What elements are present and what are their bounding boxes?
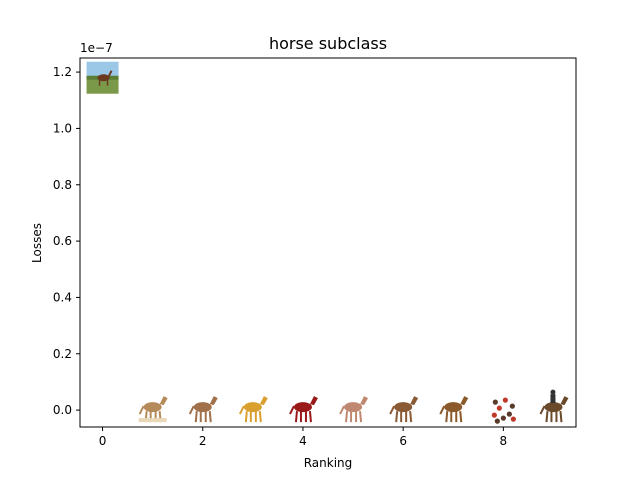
spotted-horse-pattern-icon (491, 397, 516, 424)
x-tick-label: 2 (199, 434, 207, 448)
lying-horse-sketch-icon (138, 396, 168, 423)
y-tick-label: 1.2 (53, 65, 72, 79)
x-tick-label: 6 (399, 434, 407, 448)
cartoon-standing-horse-icon (339, 396, 369, 423)
y-tick-label: 0.4 (53, 290, 72, 304)
cartoon-jumping-horse-icon (389, 396, 419, 423)
y-axis-ticks: 0.0 0.2 0.4 0.6 0.8 1.0 1.2 (53, 65, 80, 417)
x-tick-label: 8 (500, 434, 508, 448)
y-tick-label: 0.2 (53, 347, 72, 361)
cartoon-yellow-horse-icon (238, 396, 268, 423)
horse-with-rider-icon (539, 389, 569, 423)
chart-title: horse subclass (269, 34, 387, 53)
cartoon-pony-icon (188, 396, 218, 423)
y-offset-text: 1e−7 (80, 41, 113, 55)
x-tick-label: 0 (99, 434, 107, 448)
x-tick-label: 4 (299, 434, 307, 448)
y-tick-label: 0.6 (53, 234, 72, 248)
brown-horse-silhouette-icon (439, 396, 469, 423)
x-axis-label: Ranking (304, 456, 353, 470)
y-tick-label: 0.8 (53, 178, 72, 192)
chart-marks (86, 61, 569, 424)
x-axis-ticks: 0 2 4 6 8 (99, 427, 507, 448)
y-axis-label: Losses (30, 223, 44, 263)
red-horse-icon (289, 396, 318, 423)
plot-frame (79, 57, 577, 428)
y-tick-label: 0.0 (53, 403, 72, 417)
y-tick-label: 1.0 (53, 121, 72, 135)
horse-in-field-photo-icon (86, 61, 119, 94)
